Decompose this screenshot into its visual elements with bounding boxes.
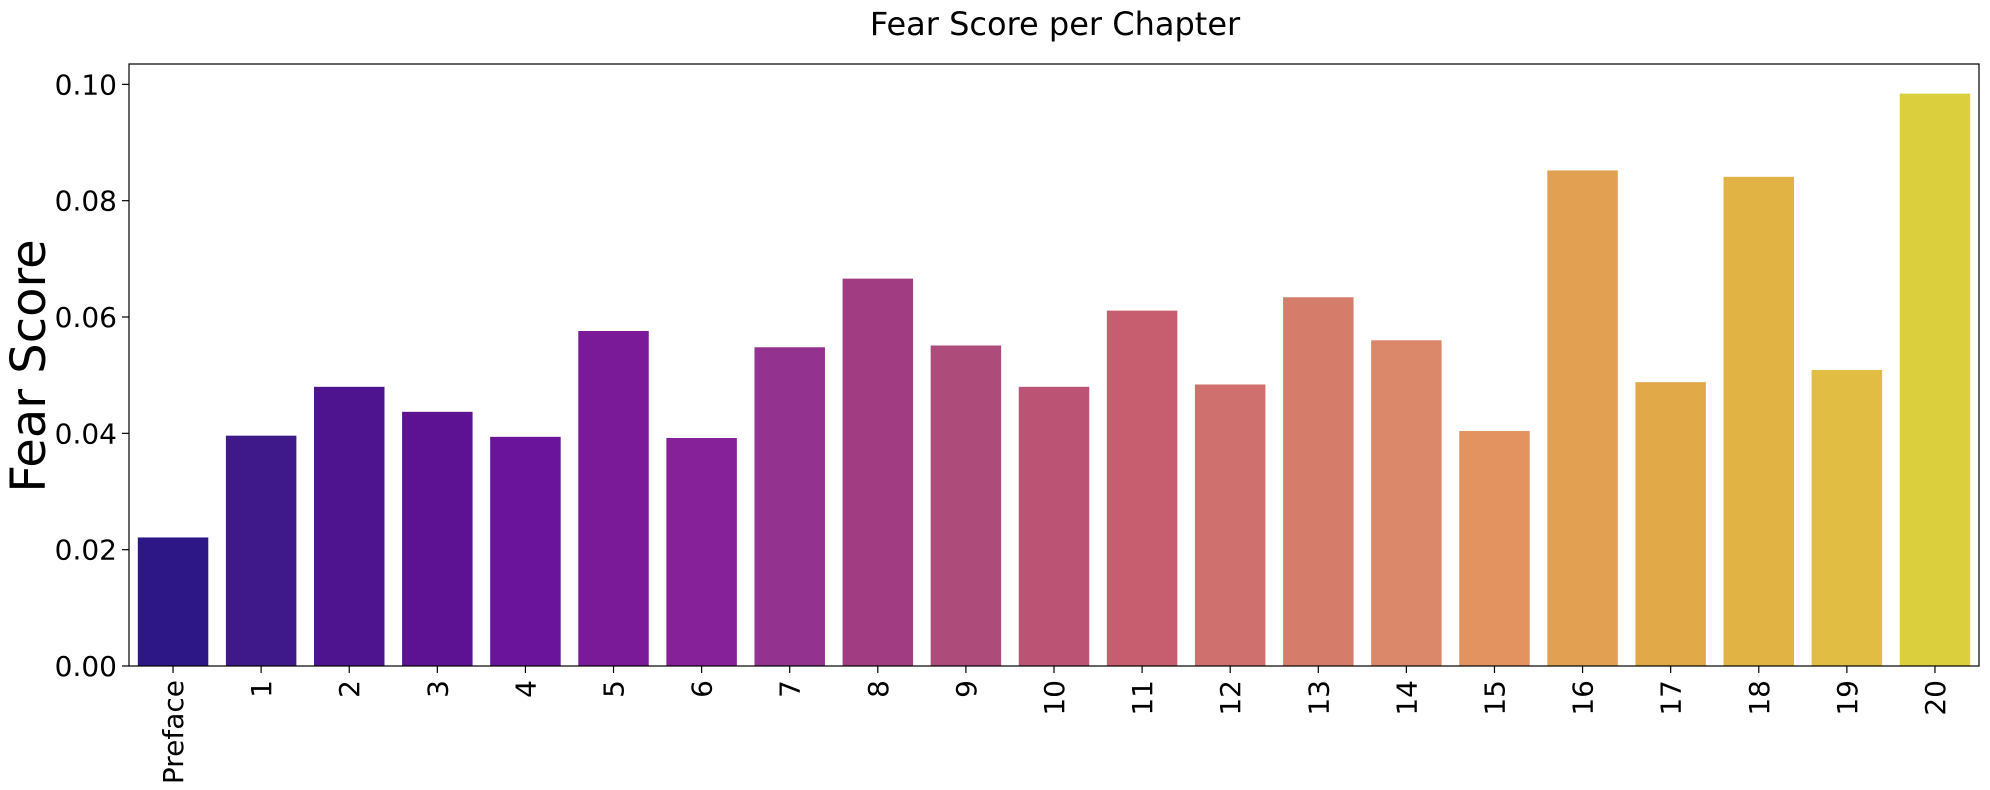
x-axis-ticks: Preface 1 2 3 4 5 6 7 8 9 10 11 12 13 14 15 16 17 18 19 20 — [157, 666, 1952, 784]
bars-group — [137, 93, 1971, 667]
bar-preface — [137, 537, 209, 666]
x-tick-label: 8 — [862, 680, 895, 698]
bar-16 — [1547, 170, 1618, 666]
y-tick-label: 0.00 — [55, 650, 117, 683]
y-axis-label: Fear Score — [1, 239, 57, 492]
x-tick-label: 6 — [686, 680, 719, 698]
y-tick-label: 0.02 — [55, 534, 117, 567]
x-tick-label: 15 — [1478, 680, 1511, 716]
bar-19 — [1811, 369, 1883, 666]
bar-20 — [1899, 93, 1971, 667]
x-tick-label: 2 — [333, 680, 366, 698]
x-tick-label: Preface — [157, 680, 190, 784]
x-tick-label: 12 — [1214, 680, 1247, 716]
bar-10 — [1018, 386, 1090, 666]
bar-3 — [402, 411, 473, 666]
x-tick-label: 20 — [1919, 680, 1952, 716]
x-tick-label: 14 — [1390, 680, 1423, 716]
x-tick-label: 16 — [1567, 680, 1600, 716]
x-tick-label: 5 — [598, 680, 631, 698]
x-tick-label: 9 — [950, 680, 983, 698]
x-tick-label: 11 — [1126, 680, 1159, 716]
x-tick-label: 17 — [1655, 680, 1688, 716]
bar-17 — [1635, 382, 1706, 666]
y-tick-label: 0.06 — [55, 301, 117, 334]
y-tick-label: 0.08 — [55, 185, 117, 218]
bar-4 — [490, 436, 561, 666]
bar-5 — [578, 330, 649, 666]
x-tick-label: 3 — [421, 680, 454, 698]
bar-1 — [225, 435, 297, 666]
bar-6 — [666, 437, 737, 666]
y-tick-label: 0.04 — [55, 417, 117, 450]
y-axis-ticks: 0.00 0.02 0.04 0.06 0.08 0.10 — [55, 68, 129, 683]
bar-7 — [754, 347, 825, 666]
bar-12 — [1194, 384, 1266, 666]
x-tick-label: 1 — [245, 680, 278, 698]
x-tick-label: 4 — [509, 680, 542, 698]
x-tick-label: 7 — [774, 680, 807, 698]
y-tick-label: 0.10 — [55, 68, 117, 101]
plot-frame — [128, 63, 1980, 667]
bar-8 — [842, 278, 914, 666]
bar-9 — [930, 345, 1002, 666]
x-tick-label: 13 — [1302, 680, 1335, 716]
x-tick-label: 19 — [1831, 680, 1864, 716]
bar-2 — [314, 386, 385, 666]
bar-11 — [1106, 310, 1178, 666]
chart-title: Fear Score per Chapter — [870, 5, 1241, 43]
x-tick-label: 18 — [1743, 680, 1776, 716]
bar-15 — [1459, 431, 1530, 666]
bar-13 — [1283, 297, 1354, 666]
bar-14 — [1371, 340, 1442, 666]
x-tick-label: 10 — [1038, 680, 1071, 716]
bar-18 — [1723, 176, 1794, 666]
